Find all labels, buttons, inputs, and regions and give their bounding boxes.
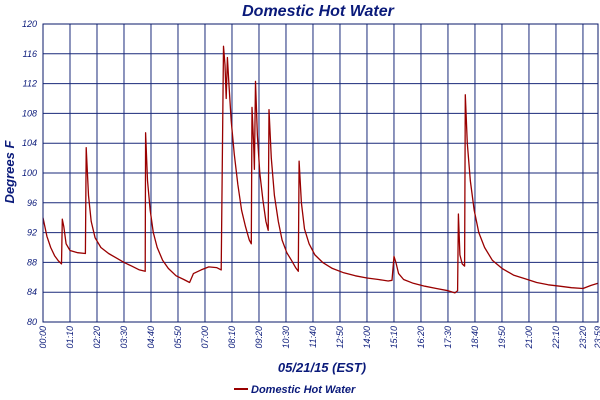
x-tick-label: 15:10 (389, 326, 399, 349)
legend: Domestic Hot Water (234, 384, 356, 396)
y-tick-label: 96 (27, 198, 37, 208)
chart-title: Domestic Hot Water (242, 3, 395, 20)
x-tick-label: 22:10 (551, 326, 561, 350)
y-axis-title: Degrees F (2, 140, 17, 204)
y-tick-label: 92 (27, 228, 37, 238)
y-tick-label: 104 (22, 138, 37, 148)
x-tick-label: 02:20 (92, 326, 102, 349)
y-tick-label: 88 (27, 257, 37, 267)
grid-layer (42, 23, 599, 323)
y-tick-label: 112 (23, 79, 37, 89)
x-tick-label: 03:30 (119, 326, 129, 349)
x-tick-label: 12:50 (335, 326, 345, 349)
y-tick-label: 80 (27, 317, 37, 327)
x-tick-label: 08:10 (227, 326, 237, 349)
plot-frame (42, 23, 599, 323)
x-tick-label: 00:00 (38, 326, 48, 349)
x-tick-label: 07:00 (200, 326, 210, 349)
y-tick-label: 108 (22, 108, 37, 118)
x-axis-title: 05/21/15 (EST) (278, 360, 366, 375)
x-axis-ticks: 00:00 01:10 02:20 03:30 04:40 05:50 07:00 08:10… (38, 326, 600, 350)
x-tick-label: 23:20 (578, 326, 588, 350)
y-tick-label: 84 (27, 287, 37, 297)
x-tick-label: 10:30 (281, 326, 291, 349)
x-tick-label: 23:59 (593, 326, 600, 350)
y-axis-ticks: 80 84 88 92 96 100 104 108 112 116 120 (22, 19, 37, 327)
x-tick-label: 16:20 (416, 326, 426, 349)
x-tick-label: 05:50 (173, 326, 183, 349)
y-tick-label: 116 (23, 49, 37, 59)
x-tick-label: 19:50 (497, 326, 507, 349)
series-layer (42, 45, 599, 294)
y-tick-label: 100 (22, 168, 37, 178)
series-line-domestic-hot-water (42, 45, 599, 294)
x-tick-label: 21:00 (524, 326, 534, 350)
x-tick-label: 14:00 (362, 326, 372, 349)
x-tick-label: 11:40 (308, 326, 318, 348)
y-tick-label: 120 (22, 19, 37, 29)
x-tick-label: 01:10 (65, 326, 75, 349)
x-tick-label: 17:30 (443, 326, 453, 349)
x-tick-label: 04:40 (146, 326, 156, 349)
x-tick-label: 18:40 (470, 326, 480, 349)
x-tick-label: 09:20 (254, 326, 264, 349)
legend-label: Domestic Hot Water (251, 384, 356, 396)
